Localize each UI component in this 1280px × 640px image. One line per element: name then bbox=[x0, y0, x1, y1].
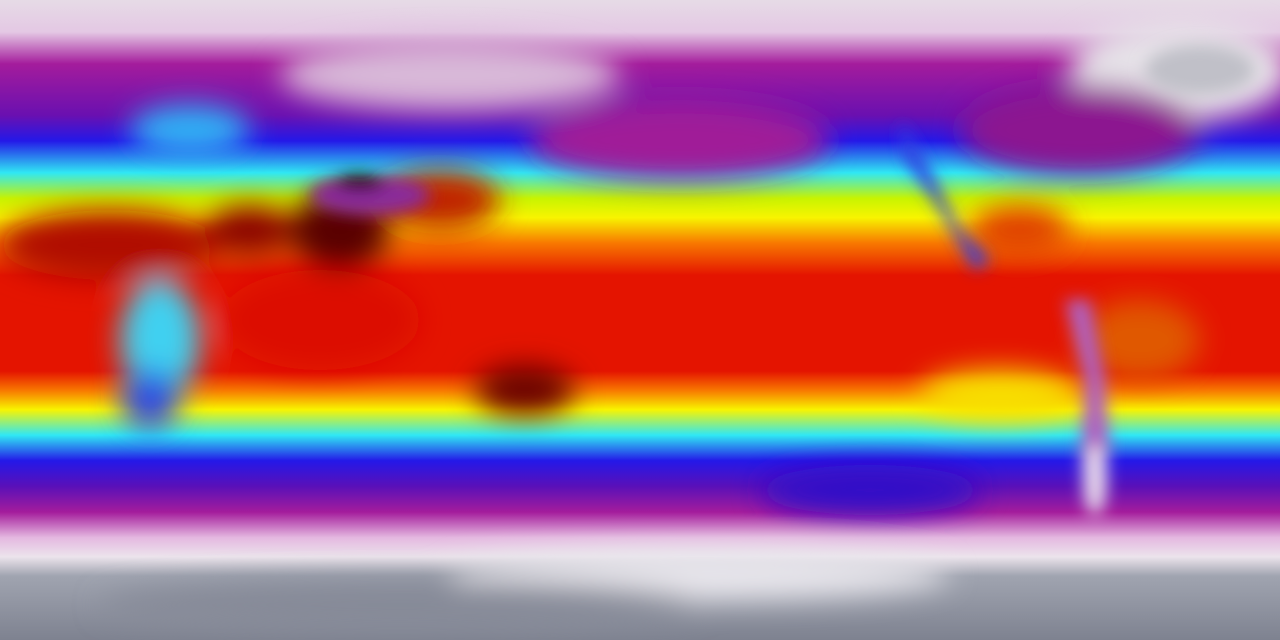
rockies-cold bbox=[900, 120, 990, 270]
southern-ocean-blue bbox=[760, 465, 980, 515]
arabia-hot bbox=[205, 205, 295, 255]
greenland-ice bbox=[1145, 45, 1255, 95]
indian-ocean-red bbox=[220, 270, 420, 370]
europe-cyan bbox=[130, 105, 250, 155]
australia-hot bbox=[475, 365, 575, 415]
sahara-hot bbox=[0, 210, 220, 280]
antarctica-gray bbox=[100, 580, 700, 630]
andes-south bbox=[1083, 445, 1107, 515]
south-africa-blue bbox=[120, 370, 180, 430]
north-america-purple bbox=[960, 85, 1200, 175]
us-hot bbox=[970, 205, 1070, 255]
south-pacific-yellow bbox=[920, 370, 1080, 420]
siberia-cold bbox=[280, 40, 620, 110]
east-africa-cyan bbox=[120, 280, 200, 400]
north-pacific-purple bbox=[530, 100, 830, 180]
tibet-center bbox=[335, 174, 385, 190]
amazon-hot bbox=[1080, 300, 1200, 380]
